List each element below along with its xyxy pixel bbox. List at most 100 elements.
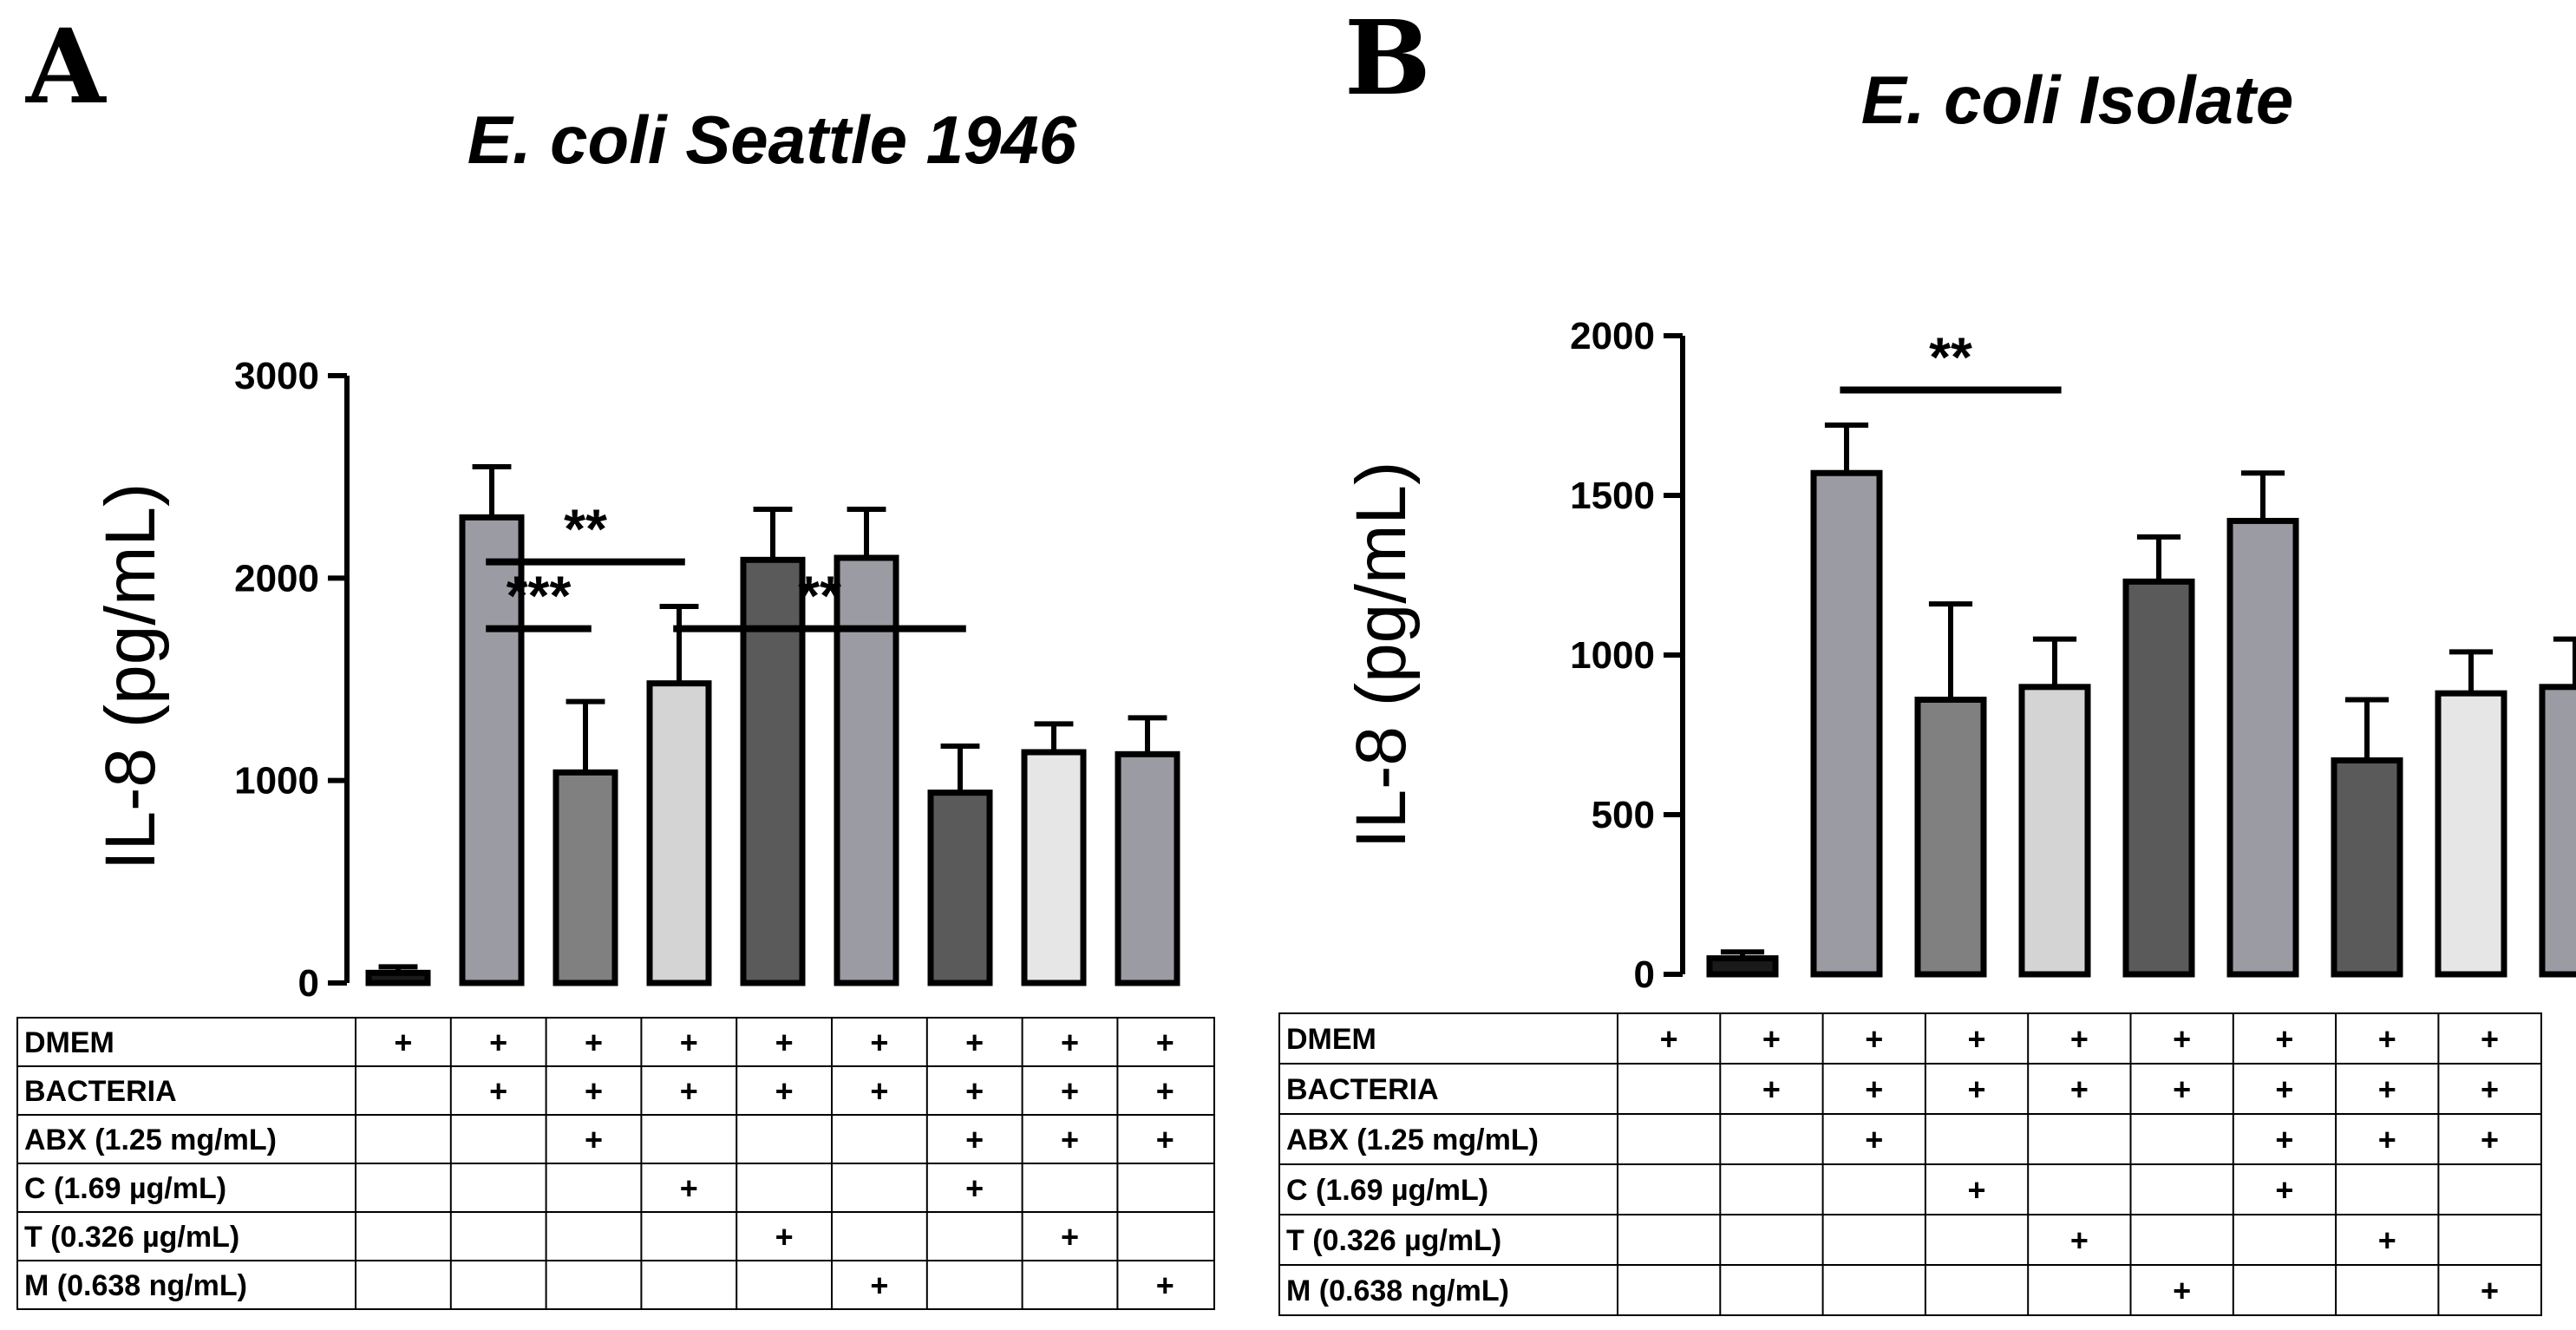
panel-a-table-cell: + [394,1025,412,1060]
panel-a-bar [1021,749,1087,986]
panel-b-letter: B [1344,0,1431,118]
panel-a-table-cell: + [1156,1025,1174,1060]
panel-a-table-cell: + [489,1025,507,1060]
panel-b-bar [1706,955,1779,978]
panel-b-title: E. coli Isolate [1861,62,2294,138]
panel-b-y-tick-label: 1000 [1570,634,1655,677]
panel-a-table-cell: + [585,1025,603,1060]
panel-a-table-row-label: T (0.326 µg/mL) [24,1221,239,1254]
panel-b-table-cell: + [2481,1273,2499,1308]
panel-b-table-cell: + [1865,1071,1883,1107]
panel-b-bar [1914,697,1987,978]
panel-b-table-cell: + [1865,1122,1883,1157]
panel-b-table-cell: + [1968,1071,1986,1107]
panel-b-bar [2122,578,2195,978]
panel-b-table-row-label: M (0.638 ng/mL) [1286,1274,1509,1307]
panel-a-table-cell: + [680,1170,698,1206]
panel-a-table-cell: + [489,1073,507,1109]
panel-a-letter: A [25,6,107,127]
panel-b-table-row-label: DMEM [1286,1023,1376,1056]
panel-b-y-tick-label: 500 [1592,794,1655,836]
panel-b-table-row-label: C (1.69 µg/mL) [1286,1174,1488,1207]
panel-b-table-cell: + [1968,1172,1986,1208]
panel-b-table-cell: + [1968,1021,1986,1057]
panel-a-significance-label: ** [564,498,607,560]
panel-b-table-cell: + [1660,1021,1678,1057]
panel-a-bar [834,554,899,986]
panel-b-bar [1810,469,1883,978]
panel-a-y-tick-label: 0 [298,962,319,1005]
panel-a-table-cell: + [870,1073,888,1109]
panel-b-table-cell: + [1762,1021,1781,1057]
panel-b-bar [2226,517,2299,978]
panel-a-table-cell: + [680,1025,698,1060]
panel-b-y-tick-label: 2000 [1570,315,1655,357]
panel-a-y-tick-label: 2000 [234,557,319,599]
panel-b-table-row-label: BACTERIA [1286,1073,1439,1106]
panel-a-table-cell: + [870,1268,888,1303]
panel-a-table-row-label: BACTERIA [24,1075,177,1108]
panel-a-significance-label: ** [798,565,841,627]
panel-b-table-cell: + [2378,1222,2396,1258]
panel-b-bar [2018,684,2091,978]
panel-a-table-row-label: ABX (1.25 mg/mL) [24,1124,277,1156]
panel-b-bar [2331,757,2403,978]
panel-a-bar [927,789,993,986]
panel-b-table-cell: + [2275,1122,2293,1157]
panel-b-y-axis-label: IL-8 (pg/mL) [1342,462,1421,849]
panel-b-table-cell: + [2173,1071,2191,1107]
panel-a-y-axis-label: IL-8 (pg/mL) [91,483,170,871]
panel-b-significance-label: ** [1929,326,1972,389]
panel-b-y-tick-label: 0 [1634,953,1655,996]
panel-a-table-cell: + [585,1073,603,1109]
panel-a-table-cell: + [1156,1268,1174,1303]
panel-a-bar [365,969,431,986]
panel-a-bar [459,514,525,986]
panel-b-table-cell: + [2275,1172,2293,1208]
panel-a-table-cell: + [775,1073,794,1109]
panel-a-table-cell: + [870,1025,888,1060]
panel-a-table-cell: + [965,1122,984,1157]
panel-b-table-cell: + [1762,1071,1781,1107]
panel-b-table-cell: + [2481,1122,2499,1157]
panel-b-table-cell: + [2070,1222,2089,1258]
panel-b-table-row-label: ABX (1.25 mg/mL) [1286,1124,1539,1156]
panel-b-table-cell: + [2378,1021,2396,1057]
panel-a-table-cell: + [1061,1122,1079,1157]
panel-b-table-cell: + [2173,1273,2191,1308]
panel-a-bar [552,769,618,986]
panel-b-table-cell: + [2378,1071,2396,1107]
panel-a-table-row-label: M (0.638 ng/mL) [24,1269,247,1302]
panel-b-table-cell: + [2173,1021,2191,1057]
panel-a-table-cell: + [1061,1073,1079,1109]
panel-a-table-row-label: C (1.69 µg/mL) [24,1172,226,1205]
panel-b-table-cell: + [1865,1021,1883,1057]
panel-a-table-cell: + [1061,1219,1079,1255]
panel-b-table-cell: + [2070,1071,2089,1107]
panel-a-table-cell: + [965,1073,984,1109]
panel-a-table-cell: + [1156,1122,1174,1157]
panel-a-table-cell: + [965,1025,984,1060]
panel-a-table-cell: + [775,1219,794,1255]
panel-b-table-row-label: T (0.326 µg/mL) [1286,1224,1501,1257]
panel-b-bar [2539,684,2576,978]
panel-a-title: E. coli Seattle 1946 [467,102,1077,178]
panel-b-table-cell: + [2378,1122,2396,1157]
panel-a-y-tick-label: 1000 [234,760,319,803]
panel-a-table-cell: + [965,1170,984,1206]
panel-a-significance-label: *** [507,565,572,627]
panel-b-bar [2435,690,2507,978]
panel-a-table-cell: + [1061,1025,1079,1060]
panel-a-bar [646,680,712,986]
panel-b-table-cell: + [2481,1071,2499,1107]
panel-a-table-cell: + [1156,1073,1174,1109]
panel-a-table-cell: + [680,1073,698,1109]
panel-a-table-cell: + [775,1025,794,1060]
panel-b-table-cell: + [2275,1021,2293,1057]
panel-a-table-row-label: DMEM [24,1026,114,1059]
panel-a-bar [740,556,806,986]
panel-b-table-cell: + [2070,1021,2089,1057]
panel-a-bar [1115,750,1180,986]
panel-a-table-cell: + [585,1122,603,1157]
